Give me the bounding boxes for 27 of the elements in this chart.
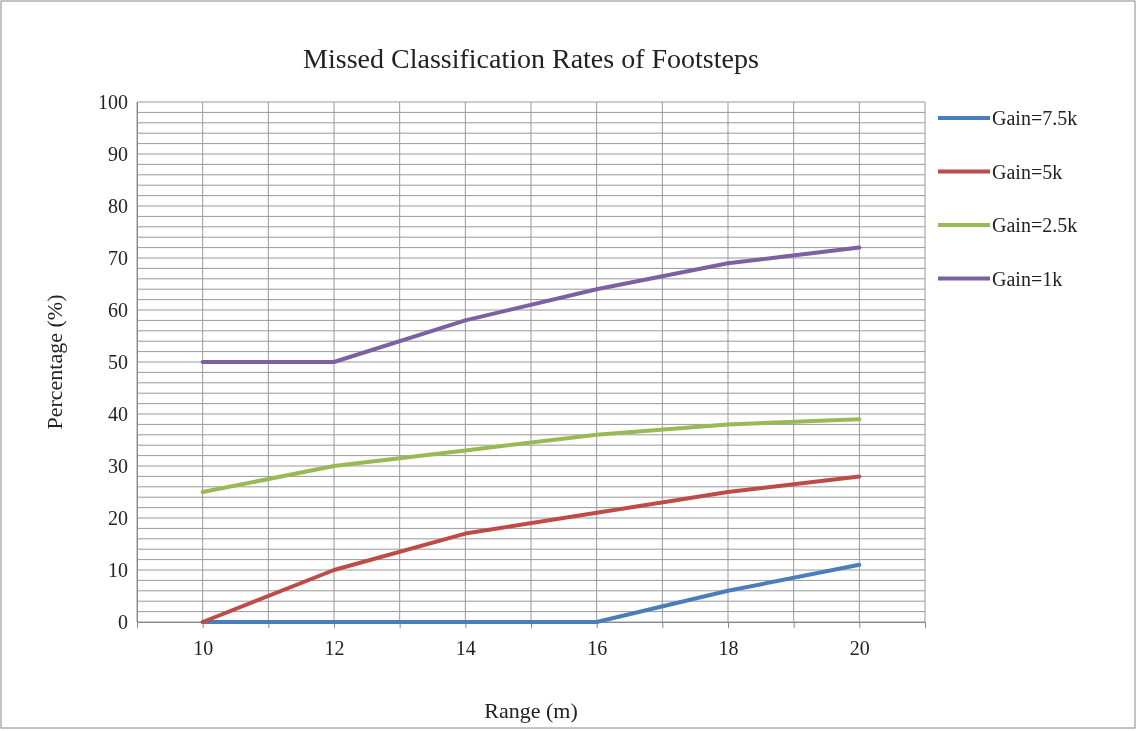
y-tick-label: 90 [108, 142, 128, 165]
legend-label: Gain=1k [992, 267, 1063, 290]
y-tick-label: 40 [108, 402, 128, 425]
x-tick-label: 14 [455, 637, 476, 659]
y-tick-label: 100 [98, 90, 128, 113]
legend-label: Gain=7.5k [992, 107, 1078, 129]
y-tick-label: 20 [108, 506, 128, 529]
line-series [200, 417, 862, 494]
y-tick-label: 80 [108, 194, 128, 217]
y-tick-label: 30 [108, 454, 128, 477]
x-tick-label: 12 [324, 637, 345, 659]
y-tick-label: 50 [108, 350, 128, 373]
x-axis-title: Range (m) [484, 698, 578, 723]
x-tick-label: 18 [718, 637, 739, 659]
line-series [200, 474, 862, 624]
x-tick-label: 10 [193, 637, 214, 659]
x-tick-label: 16 [587, 637, 608, 659]
chart-title: Missed Classification Rates of Footsteps [303, 43, 759, 74]
y-tick-label: 10 [108, 558, 128, 581]
y-tick-label: 70 [108, 246, 128, 269]
y-axis-title: Percentage (%) [42, 294, 67, 430]
legend-label: Gain=2.5k [992, 214, 1078, 236]
y-tick-label: 60 [108, 298, 128, 321]
legend-label: Gain=5k [992, 160, 1063, 183]
y-tick-label: 0 [118, 610, 128, 633]
line-series [200, 245, 862, 364]
x-tick-label: 20 [849, 637, 870, 659]
